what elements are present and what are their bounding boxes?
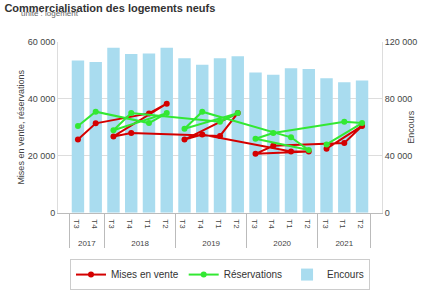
svg-text:T1: T1 bbox=[338, 219, 347, 229]
svg-text:120 000: 120 000 bbox=[385, 37, 418, 47]
svg-text:T4: T4 bbox=[90, 219, 99, 229]
svg-text:0: 0 bbox=[385, 208, 390, 218]
svg-text:T4: T4 bbox=[125, 219, 134, 229]
svg-text:T3: T3 bbox=[250, 219, 259, 229]
svg-text:40 000: 40 000 bbox=[28, 94, 56, 104]
svg-text:Mises en vente, réservations: Mises en vente, réservations bbox=[16, 70, 26, 185]
svg-text:T2: T2 bbox=[161, 219, 170, 229]
svg-text:T2: T2 bbox=[303, 219, 312, 229]
svg-text:2018: 2018 bbox=[131, 239, 149, 248]
svg-text:40 000: 40 000 bbox=[385, 151, 413, 161]
svg-text:80 000: 80 000 bbox=[385, 94, 413, 104]
svg-text:T3: T3 bbox=[107, 219, 116, 229]
svg-text:T1: T1 bbox=[214, 219, 223, 229]
svg-text:T1: T1 bbox=[285, 219, 294, 229]
svg-text:Réservations: Réservations bbox=[224, 269, 282, 280]
svg-text:Mises en vente: Mises en vente bbox=[111, 269, 179, 280]
svg-text:Encours: Encours bbox=[407, 110, 417, 144]
svg-text:Encours: Encours bbox=[327, 269, 364, 280]
svg-text:2021: 2021 bbox=[335, 239, 353, 248]
svg-text:2020: 2020 bbox=[273, 239, 291, 248]
svg-text:T3: T3 bbox=[178, 219, 187, 229]
svg-text:T2: T2 bbox=[232, 219, 241, 229]
svg-text:T3: T3 bbox=[321, 219, 330, 229]
svg-text:2017: 2017 bbox=[78, 239, 96, 248]
svg-text:2019: 2019 bbox=[202, 239, 220, 248]
svg-text:T4: T4 bbox=[196, 219, 205, 229]
svg-text:T3: T3 bbox=[72, 219, 81, 229]
svg-text:T2: T2 bbox=[356, 219, 365, 229]
svg-text:Commercialisation des logement: Commercialisation des logements neufs bbox=[4, 2, 215, 14]
svg-text:unité : logement: unité : logement bbox=[21, 9, 79, 18]
svg-text:T4: T4 bbox=[267, 219, 276, 229]
svg-text:T1: T1 bbox=[143, 219, 152, 229]
svg-text:0: 0 bbox=[50, 208, 55, 218]
svg-text:60 000: 60 000 bbox=[28, 37, 56, 47]
svg-text:20 000: 20 000 bbox=[28, 151, 56, 161]
